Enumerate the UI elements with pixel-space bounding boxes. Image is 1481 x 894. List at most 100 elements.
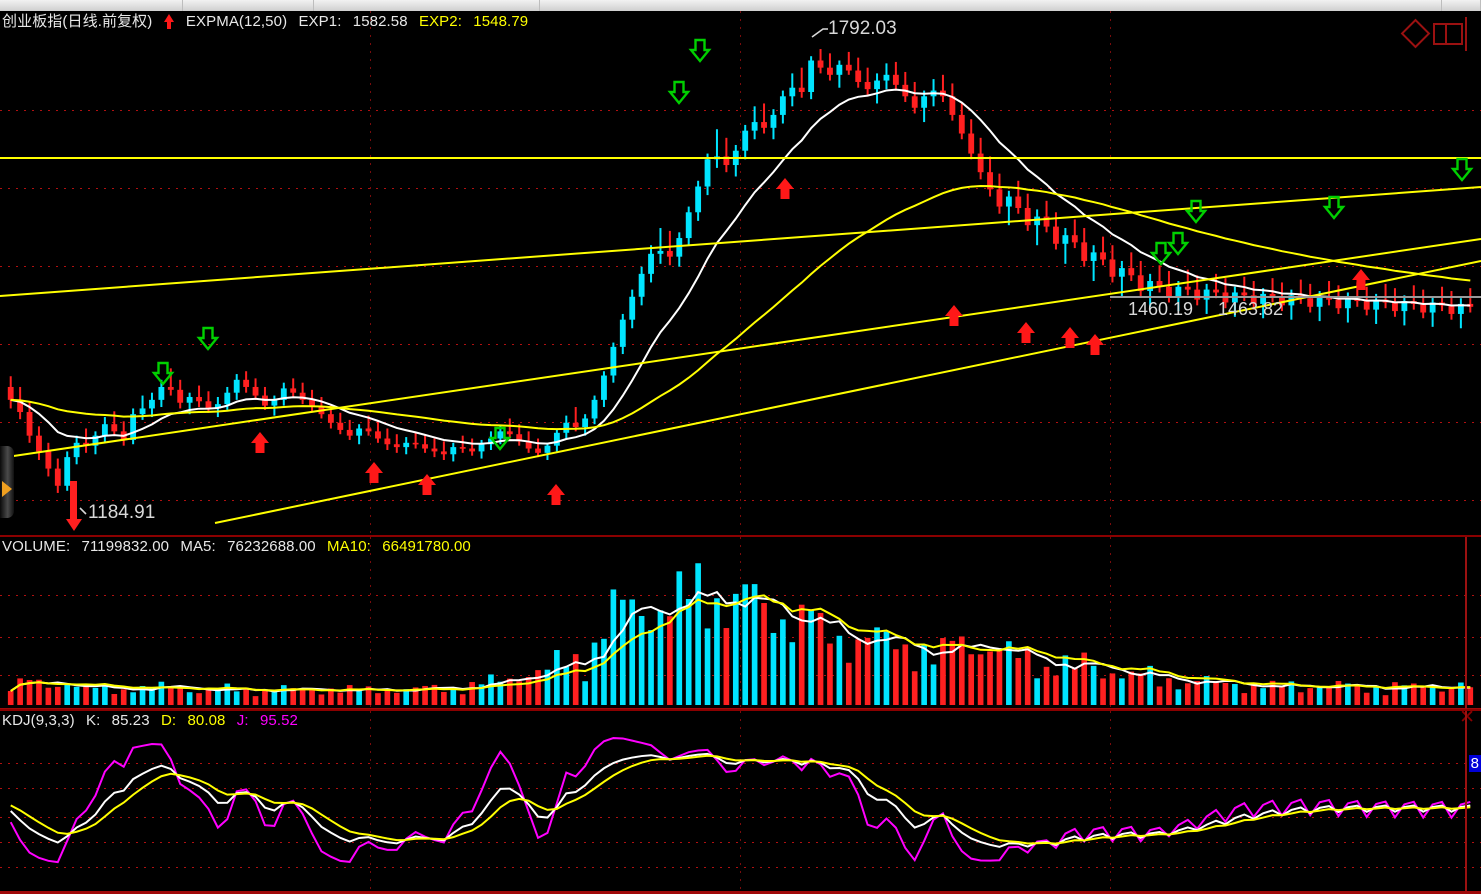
volume-bar xyxy=(1137,673,1144,705)
volume-bar xyxy=(1109,673,1116,705)
volume-bar xyxy=(384,690,391,705)
sell-signal-marker xyxy=(151,361,175,386)
volume-label: VOLUME: xyxy=(2,538,71,555)
volume-bar xyxy=(233,691,240,705)
volume-bar xyxy=(1071,667,1078,705)
volume-bar xyxy=(403,689,410,705)
volume-bar xyxy=(459,694,466,705)
expand-triangle-icon[interactable] xyxy=(2,481,12,497)
volume-bar xyxy=(337,692,344,705)
kdj-vgridline xyxy=(740,711,741,894)
exp2-value: 1548.79 xyxy=(473,13,529,30)
close-icon[interactable]: ✕ xyxy=(1459,711,1475,728)
volume-bar xyxy=(375,693,381,705)
kdj-vgridline xyxy=(1110,711,1111,894)
sell-signal-marker xyxy=(1322,195,1346,220)
kdj-chart-panel[interactable]: KDJ(9,3,3) K: 85.23 D: 80.08 J: 95.52 ✕ … xyxy=(0,709,1481,894)
volume-bar xyxy=(1288,681,1295,705)
window-split-icon[interactable] xyxy=(1433,23,1463,45)
volume-bar xyxy=(7,691,14,705)
volume-bar xyxy=(1147,665,1153,705)
volume-bar xyxy=(1034,678,1040,705)
volume-vgridline xyxy=(1110,537,1111,709)
volume-bar xyxy=(996,648,1003,705)
rising-trendline-upper[interactable] xyxy=(0,186,1481,297)
volume-bar xyxy=(780,619,786,705)
high-price-label: 1792.03 xyxy=(828,18,897,39)
volume-bar xyxy=(130,692,136,705)
volume-bar xyxy=(855,639,862,705)
volume-bar xyxy=(1307,688,1314,705)
toolbar-segment-5[interactable] xyxy=(1442,0,1481,11)
low-pivot-bar xyxy=(70,481,77,521)
current-price-line xyxy=(1110,296,1481,298)
volume-bar xyxy=(1392,682,1398,705)
volume-bar xyxy=(629,599,636,705)
volume-chart-panel[interactable]: VOLUME: 71199832.00 MA5: 76232688.00 MA1… xyxy=(0,535,1481,709)
kdj-right-divider xyxy=(1465,711,1467,894)
volume-bar xyxy=(158,681,165,705)
price-chart-panel[interactable]: 1792.03 1460.19 1463.82 1184.91 创业板指(日线.… xyxy=(0,11,1481,535)
volume-bar xyxy=(1410,683,1417,705)
volume-bar xyxy=(761,603,767,705)
toolbar-segment-4[interactable] xyxy=(540,0,1442,11)
volume-bar xyxy=(667,616,673,705)
volume-bar xyxy=(1326,686,1332,705)
volume-bar xyxy=(864,637,871,705)
low-label-leader xyxy=(79,507,87,515)
volume-bar xyxy=(1119,678,1125,705)
volume-bar xyxy=(299,688,306,705)
d-line xyxy=(10,754,1471,845)
volume-bar xyxy=(685,599,692,705)
volume-series-layer xyxy=(7,563,1474,705)
volume-bar xyxy=(1269,680,1276,705)
buy-signal-marker xyxy=(1061,327,1079,348)
d-value: 80.08 xyxy=(187,712,226,729)
volume-bar xyxy=(290,688,297,705)
volume-bar xyxy=(572,654,579,705)
toolbar-segment-1[interactable] xyxy=(0,0,183,11)
sell-signal-marker xyxy=(488,426,512,451)
toolbar-segment-3[interactable] xyxy=(314,0,540,11)
volume-bar xyxy=(798,604,805,705)
ma10-value: 66491780.00 xyxy=(382,538,471,555)
volume-bar xyxy=(1043,666,1050,705)
volume-bar xyxy=(1062,655,1069,705)
volume-bar xyxy=(516,681,523,705)
volume-bar xyxy=(1429,687,1436,705)
volume-bar xyxy=(506,678,513,705)
rising-trendline-mid[interactable] xyxy=(0,238,1481,459)
volume-bar xyxy=(638,615,645,705)
buy-signal-marker xyxy=(1017,322,1035,343)
volume-right-divider xyxy=(1465,537,1467,709)
volume-bar xyxy=(958,636,965,705)
volume-bar xyxy=(968,654,975,705)
volume-bar xyxy=(770,632,777,705)
kdj-name[interactable]: KDJ(9,3,3) xyxy=(2,712,75,729)
volume-bar xyxy=(17,678,23,705)
symbol-title[interactable]: 创业板指(日线.前复权) xyxy=(2,13,153,30)
buy-signal-marker xyxy=(418,474,436,495)
volume-bar xyxy=(365,686,372,705)
signal-markers xyxy=(151,38,1474,505)
indicator-name[interactable]: EXPMA(12,50) xyxy=(185,13,288,30)
volume-bar xyxy=(26,680,33,705)
volume-bar xyxy=(1467,687,1474,705)
ma5-label: MA5: xyxy=(180,538,216,555)
sell-signal-marker xyxy=(688,38,712,63)
volume-bar xyxy=(497,681,504,705)
volume-bar xyxy=(36,679,42,705)
volume-bar xyxy=(1260,688,1266,705)
volume-bar xyxy=(930,664,937,705)
volume-bar xyxy=(177,687,184,705)
annotation-leaders xyxy=(66,28,828,531)
volume-bar xyxy=(167,686,174,705)
volume-bar xyxy=(1156,686,1163,705)
volume-bar xyxy=(45,687,52,705)
toolbar-segment-2[interactable] xyxy=(183,0,314,11)
volume-bar xyxy=(149,687,155,705)
ma5-value: 76232688.00 xyxy=(227,538,316,555)
sell-signal-marker xyxy=(667,80,691,105)
volume-bar xyxy=(224,683,231,705)
volume-bar xyxy=(1373,686,1379,705)
